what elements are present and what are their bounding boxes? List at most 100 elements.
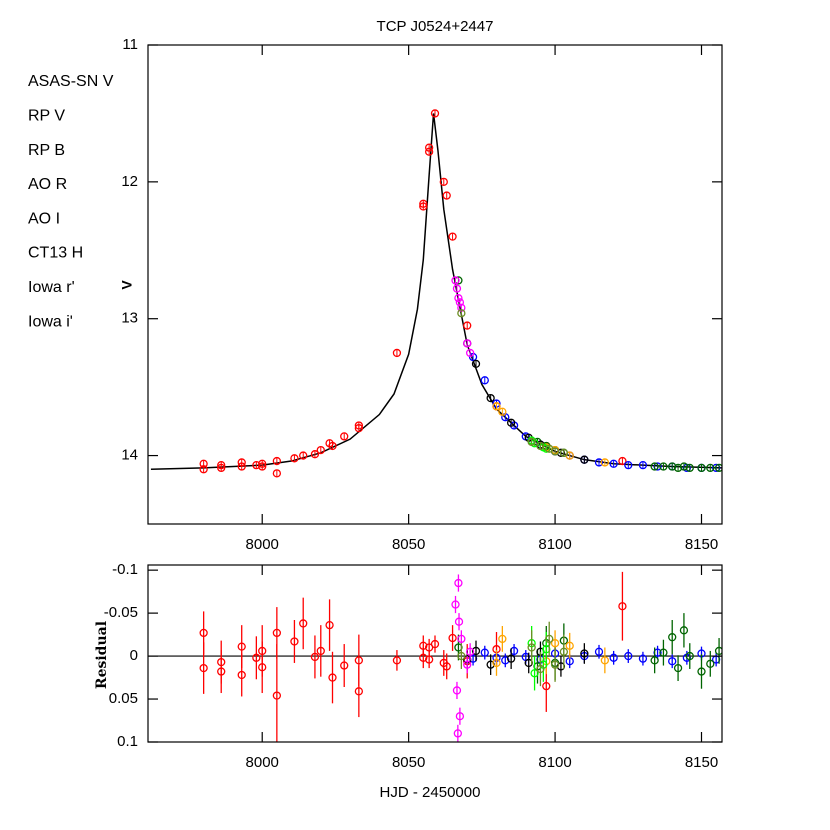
data-point bbox=[530, 669, 539, 678]
x-tick-label: 8100 bbox=[538, 536, 571, 553]
y-tick-label: 0.05 bbox=[109, 690, 138, 707]
data-point bbox=[392, 656, 402, 665]
data-point bbox=[452, 686, 462, 695]
data-point bbox=[679, 626, 689, 635]
data-point bbox=[486, 660, 495, 669]
data-point bbox=[465, 647, 475, 656]
data-point bbox=[650, 656, 659, 665]
data-point bbox=[340, 661, 349, 670]
legend-label: AO R bbox=[28, 176, 67, 193]
data-point bbox=[559, 647, 569, 656]
data-point bbox=[310, 652, 320, 662]
x-tick-label: 8150 bbox=[685, 536, 718, 553]
data-point bbox=[199, 663, 208, 673]
plot-area bbox=[148, 571, 722, 742]
x-tick-label: 8000 bbox=[246, 754, 279, 771]
data-point bbox=[454, 578, 463, 588]
data-point bbox=[550, 660, 560, 669]
data-point bbox=[685, 651, 694, 661]
data-point bbox=[527, 643, 536, 652]
legend-label: ASAS-SN V bbox=[28, 73, 114, 90]
data-point bbox=[471, 646, 481, 656]
data-point bbox=[638, 654, 648, 663]
data-point bbox=[328, 673, 337, 682]
data-point bbox=[442, 662, 451, 671]
data-point bbox=[451, 600, 460, 609]
data-point bbox=[272, 691, 282, 700]
model-curve bbox=[150, 113, 722, 471]
legend-label: Iowa i' bbox=[28, 313, 73, 330]
data-point bbox=[463, 660, 472, 669]
data-point bbox=[545, 634, 554, 644]
data-point bbox=[419, 653, 428, 662]
data-point bbox=[457, 634, 466, 644]
legend-label: Iowa r' bbox=[28, 279, 75, 296]
legend-label: CT13 H bbox=[28, 245, 83, 262]
data-point bbox=[624, 651, 633, 661]
data-point bbox=[237, 642, 246, 651]
data-point bbox=[457, 651, 466, 661]
data-point bbox=[258, 663, 267, 672]
data-point bbox=[542, 682, 551, 691]
data-point bbox=[237, 670, 246, 680]
data-point bbox=[199, 628, 208, 638]
plot-area bbox=[150, 109, 722, 478]
x-tick-label: 8000 bbox=[246, 536, 279, 553]
data-point bbox=[424, 655, 434, 664]
data-point bbox=[506, 654, 516, 663]
data-point bbox=[299, 619, 308, 628]
data-point bbox=[600, 656, 610, 665]
data-point bbox=[290, 637, 299, 646]
plot-frame bbox=[147, 564, 723, 743]
data-point bbox=[454, 617, 464, 626]
data-point bbox=[536, 664, 545, 674]
y-axis-label: V bbox=[119, 280, 135, 290]
y-axis-label: Residual bbox=[94, 621, 110, 689]
data-point bbox=[565, 641, 574, 650]
y-tick-label: 14 bbox=[121, 447, 138, 464]
legend-label: AO I bbox=[28, 210, 60, 227]
data-point bbox=[714, 646, 722, 656]
x-axis-label: HJD - 2450000 bbox=[380, 784, 481, 801]
y-tick-label: -0.1 bbox=[112, 561, 138, 578]
y-tick-label: 12 bbox=[121, 173, 138, 190]
data-point bbox=[316, 646, 325, 656]
data-point bbox=[618, 602, 627, 611]
data-point bbox=[430, 639, 440, 649]
data-point bbox=[594, 647, 604, 656]
data-point bbox=[453, 729, 462, 738]
y-tick-label: -0.05 bbox=[104, 604, 138, 621]
x-tick-label: 8050 bbox=[392, 754, 425, 771]
data-point bbox=[252, 653, 261, 662]
data-point bbox=[659, 648, 668, 657]
data-point bbox=[580, 649, 589, 658]
data-point bbox=[354, 687, 364, 696]
data-point bbox=[550, 639, 560, 648]
data-point bbox=[609, 653, 618, 662]
data-point bbox=[501, 656, 510, 665]
chart-title: TCP J0524+2447 bbox=[377, 18, 494, 35]
data-point bbox=[492, 658, 501, 668]
data-point bbox=[455, 712, 465, 721]
y-tick-label: 0.1 bbox=[117, 733, 138, 750]
data-point bbox=[498, 634, 507, 644]
data-point bbox=[673, 663, 683, 673]
data-point bbox=[697, 667, 706, 676]
legend-label: RP V bbox=[28, 108, 65, 125]
y-tick-label: 0 bbox=[130, 647, 138, 664]
data-point bbox=[668, 633, 677, 642]
y-tick-label: 13 bbox=[121, 310, 138, 327]
data-point bbox=[480, 648, 489, 657]
x-tick-label: 8050 bbox=[392, 536, 425, 553]
x-tick-label: 8150 bbox=[685, 754, 718, 771]
data-point bbox=[325, 620, 334, 630]
data-point bbox=[272, 628, 282, 638]
x-tick-label: 8100 bbox=[538, 754, 571, 771]
data-point bbox=[706, 659, 715, 668]
data-point bbox=[668, 657, 677, 666]
data-point bbox=[448, 633, 457, 643]
y-tick-label: 11 bbox=[122, 36, 138, 53]
data-point bbox=[217, 667, 226, 676]
data-point bbox=[354, 656, 364, 665]
